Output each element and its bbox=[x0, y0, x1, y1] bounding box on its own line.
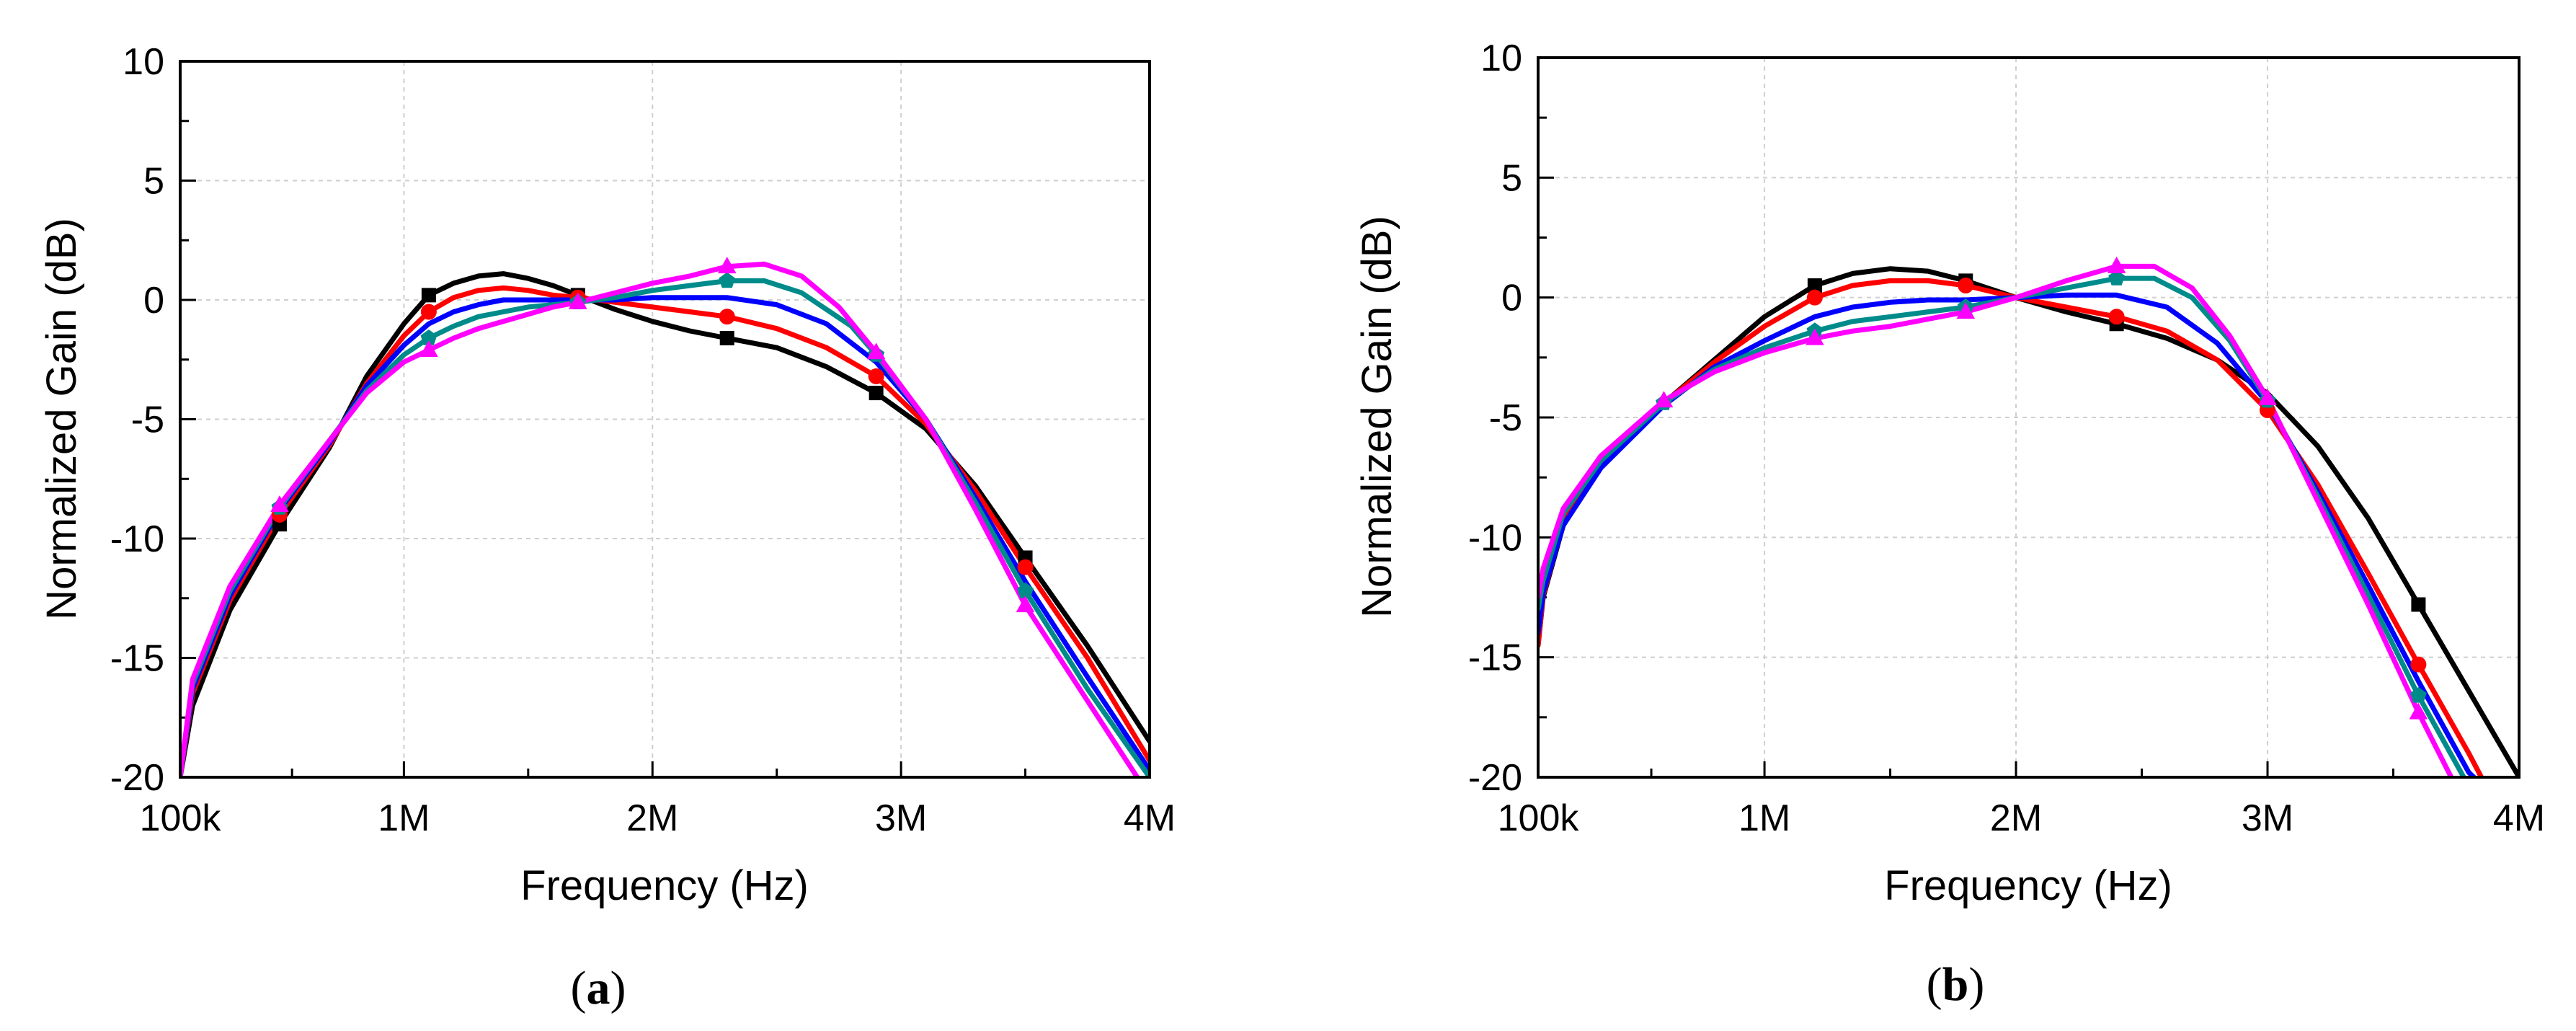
panel-label-a: (a) bbox=[571, 962, 626, 1014]
x-axis-label: Frequency (Hz) bbox=[520, 862, 809, 909]
tick-labels: 100k 1M 2M 3M 4M -20 -15 -10 -5 0 5 10 bbox=[1468, 37, 2545, 839]
data-point-red bbox=[1017, 559, 1034, 575]
data-point-magenta bbox=[419, 340, 438, 357]
data-point-teal bbox=[2108, 270, 2126, 286]
x-tick-label: 100k bbox=[1498, 797, 1580, 839]
y-tick-label: 0 bbox=[1501, 278, 1522, 319]
data-point-magenta bbox=[1654, 391, 1674, 408]
data-point-red bbox=[868, 368, 884, 384]
data-point-black bbox=[421, 288, 436, 303]
data-point-red bbox=[1958, 278, 1974, 294]
y-tick-label: -20 bbox=[1468, 757, 1522, 799]
y-tick-label: -15 bbox=[1468, 637, 1522, 679]
chart-panel-a: 100k 1M 2M 3M 4M -20 -15 -10 -5 0 5 10 Frequency (H… bbox=[38, 41, 1176, 1014]
data-point-red bbox=[2108, 309, 2125, 325]
y-tick-label: 5 bbox=[1501, 157, 1522, 199]
x-tick-label: 4M bbox=[2493, 797, 2545, 839]
panel-label-b: (b) bbox=[1927, 958, 1985, 1011]
y-tick-label: -20 bbox=[110, 757, 164, 799]
panel-letter-a: a bbox=[587, 962, 610, 1014]
panel-letter-b: b bbox=[1942, 958, 1969, 1011]
data-point-magenta bbox=[2258, 388, 2277, 405]
data-point-teal bbox=[420, 329, 438, 345]
data-point-magenta bbox=[1956, 302, 1976, 319]
y-tick-label: -5 bbox=[1489, 397, 1522, 439]
x-tick-label: 3M bbox=[2242, 797, 2293, 839]
y-tick-label: 0 bbox=[143, 280, 164, 322]
series-layer bbox=[1538, 256, 2519, 777]
plot-frame bbox=[1537, 56, 2521, 779]
data-point-black bbox=[719, 330, 734, 345]
data-point-black bbox=[1807, 278, 1822, 293]
x-tick-label: 2M bbox=[1990, 797, 2042, 839]
data-point-teal bbox=[2410, 686, 2427, 703]
data-point-black bbox=[869, 386, 884, 401]
data-point-magenta bbox=[1016, 596, 1035, 613]
y-tick-label: 10 bbox=[123, 41, 164, 83]
data-point-teal bbox=[1017, 582, 1034, 598]
data-point-red bbox=[420, 304, 437, 320]
data-point-magenta bbox=[2107, 256, 2126, 273]
grid-lines bbox=[1538, 58, 2519, 777]
data-point-teal bbox=[719, 272, 736, 288]
data-point-black bbox=[2411, 597, 2426, 612]
y-tick-label: -5 bbox=[131, 399, 164, 441]
data-point-red bbox=[719, 309, 735, 325]
x-tick-label: 1M bbox=[1738, 797, 1790, 839]
data-point-red bbox=[2410, 656, 2427, 673]
y-tick-label: 5 bbox=[143, 161, 164, 203]
data-point-magenta bbox=[2409, 702, 2428, 720]
data-point-magenta bbox=[270, 495, 289, 513]
tick-labels: 100k 1M 2M 3M 4M -20 -15 -10 -5 0 5 10 bbox=[110, 41, 1176, 839]
y-tick-label: -10 bbox=[110, 518, 164, 560]
x-tick-label: 3M bbox=[875, 797, 927, 839]
y-axis-label: Normalized Gain (dB) bbox=[38, 218, 85, 620]
data-point-magenta bbox=[866, 342, 886, 360]
plot-frame bbox=[179, 60, 1151, 779]
x-tick-label: 2M bbox=[626, 797, 678, 839]
data-point-magenta bbox=[568, 292, 587, 309]
y-axis-label: Normalized Gain (dB) bbox=[1354, 216, 1400, 618]
data-point-magenta bbox=[1806, 328, 1824, 345]
y-tick-label: -15 bbox=[110, 638, 164, 680]
y-tick-label: -10 bbox=[1468, 517, 1522, 559]
x-tick-label: 4M bbox=[1124, 797, 1176, 839]
x-tick-label: 100k bbox=[140, 797, 222, 839]
y-tick-label: 10 bbox=[1480, 37, 1522, 79]
x-axis-label: Frequency (Hz) bbox=[1884, 862, 2172, 909]
data-point-magenta bbox=[717, 257, 737, 274]
data-point-red bbox=[1806, 289, 1823, 306]
x-tick-label: 1M bbox=[378, 797, 430, 839]
series-layer bbox=[180, 257, 1150, 777]
chart-panel-b: 100k 1M 2M 3M 4M -20 -15 -10 -5 0 5 10 Frequency (H… bbox=[1354, 37, 2545, 1011]
